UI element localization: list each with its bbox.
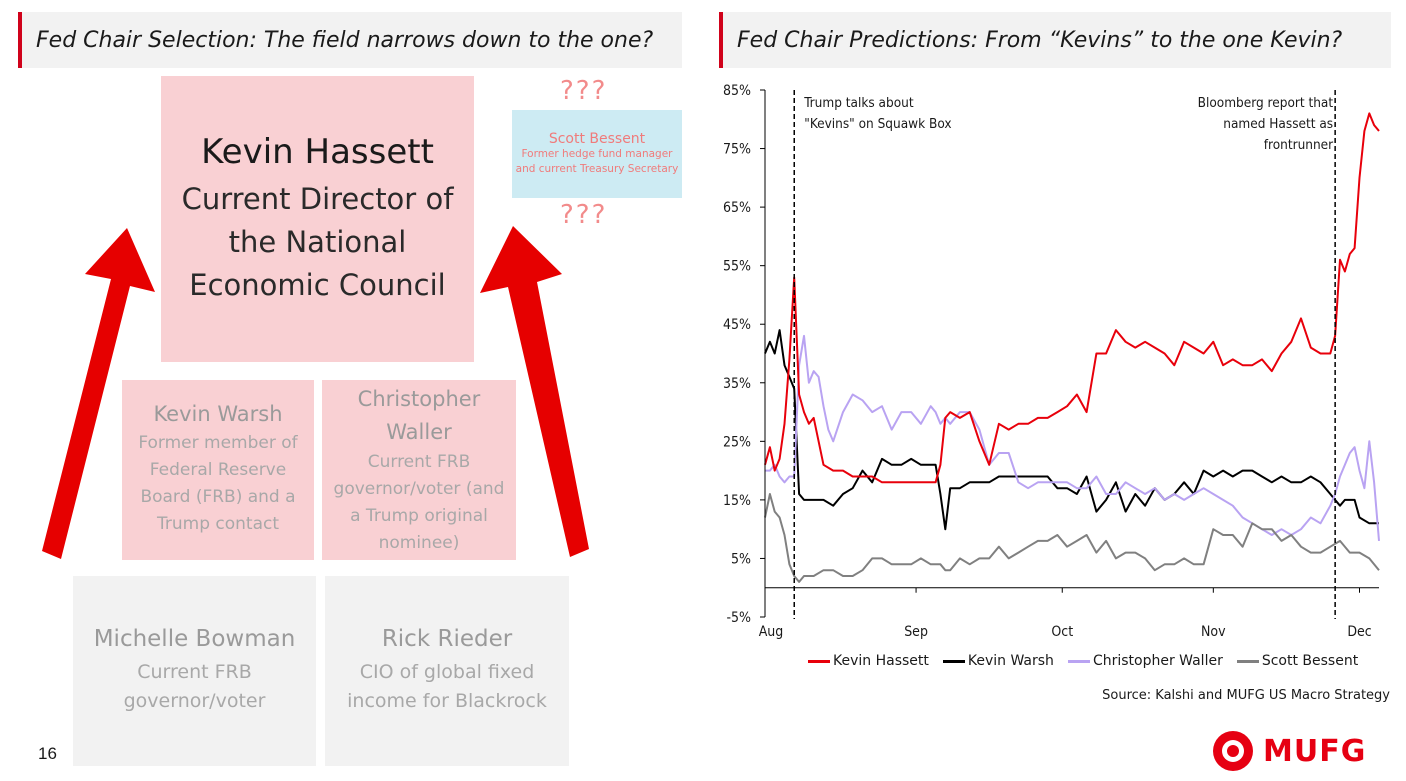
x-tick-label: Dec [1347,624,1371,640]
x-tick-label: Oct [1051,624,1073,640]
series-line-kevin-warsh [764,329,1379,531]
right-title-bar: Fed Chair Predictions: From “Kevins” to … [719,12,1391,68]
rieder-name: Rick Rieder [381,626,513,652]
annotation-text: named Hassett as [1223,116,1333,132]
series-line-christopher-waller [765,334,1380,541]
annotation-text: Trump talks about [803,95,914,111]
waller-card: Christopher Waller Current FRB governor/… [322,380,516,560]
legend-swatch-hassett [808,659,830,663]
legend-label-waller: Christopher Waller [1092,653,1223,669]
legend-label-hassett: Kevin Hassett [833,653,929,669]
page-number: 16 [38,744,57,763]
legend-item-warsh: Kevin Warsh [942,653,1054,669]
y-tick-label: -5% [726,610,751,626]
y-tick-label: 25% [723,434,751,450]
right-panel-title: Fed Chair Predictions: From “Kevins” to … [737,27,1343,53]
waller-name: Christopher Waller [357,387,481,444]
legend-label-bessent: Scott Bessent [1261,653,1359,669]
hassett-card: Kevin Hassett Current Director of the Na… [161,76,474,362]
chart-legend: Kevin Hassett Kevin Warsh Christopher Wa… [808,653,1358,669]
y-tick-label: 5% [731,551,751,567]
mufg-logo-mark [1213,731,1253,771]
legend-swatch-bessent [1236,659,1259,663]
mufg-logo-text: MUFG [1263,733,1367,769]
y-tick-label: 35% [723,376,751,392]
question-marks-top: ??? [560,76,608,106]
right-arrow [480,226,589,557]
annotation-text: frontrunner [1264,137,1333,153]
y-tick-label: 55% [723,259,751,275]
bowman-card: Michelle Bowman Current FRB governor/vot… [73,576,316,766]
warsh-desc: Former member of Federal Reserve Board (… [138,433,298,534]
bessent-card: Scott Bessent Former hedge fund manager … [512,110,682,198]
y-tick-label: 15% [723,493,751,509]
rieder-card: Rick Rieder CIO of global fixed income f… [325,576,569,766]
hassett-desc: Current Director of the National Economi… [181,181,454,302]
y-tick-label: 65% [723,200,751,216]
legend-item-bessent: Scott Bessent [1236,653,1359,669]
warsh-name: Kevin Warsh [153,402,283,426]
left-title-bar: Fed Chair Selection: The field narrows d… [18,12,682,68]
annotation-text: "Kevins" on Squawk Box [804,116,951,132]
chart-source: Source: Kalshi and MUFG US Macro Strateg… [1102,688,1390,703]
left-arrow [42,228,155,559]
bowman-desc: Current FRB governor/voter [123,661,266,712]
y-tick-label: 75% [723,142,751,158]
legend-swatch-waller [1067,659,1090,663]
annotation-text: Bloomberg report that [1198,95,1334,111]
waller-desc: Current FRB governor/voter (and a Trump … [333,452,505,553]
legend-item-hassett: Kevin Hassett [808,653,929,669]
x-tick-label: Sep [904,624,928,640]
y-tick-label: 45% [723,317,751,333]
legend-swatch-warsh [942,659,965,663]
legend-item-waller: Christopher Waller [1067,653,1223,669]
y-tick-label: 85% [723,83,751,99]
rieder-desc: CIO of global fixed income for Blackrock [347,661,547,712]
bessent-name: Scott Bessent [548,131,646,147]
x-tick-label: Nov [1201,624,1226,640]
bessent-desc: Former hedge fund manager and current Tr… [515,148,679,175]
mufg-logo: MUFG [1213,731,1366,771]
legend-label-warsh: Kevin Warsh [967,653,1054,669]
series-line-scott-bessent [764,493,1380,583]
bowman-name: Michelle Bowman [93,626,296,652]
x-tick-label: Aug [759,624,784,640]
question-marks-bottom: ??? [560,200,608,230]
warsh-card: Kevin Warsh Former member of Federal Res… [122,380,314,560]
left-panel-title: Fed Chair Selection: The field narrows d… [36,27,654,53]
series-line-kevin-hassett [764,112,1380,484]
prediction-chart: Trump talks about "Kevins" on Squawk Box B… [723,83,1380,640]
hassett-name: Kevin Hassett [201,131,434,172]
